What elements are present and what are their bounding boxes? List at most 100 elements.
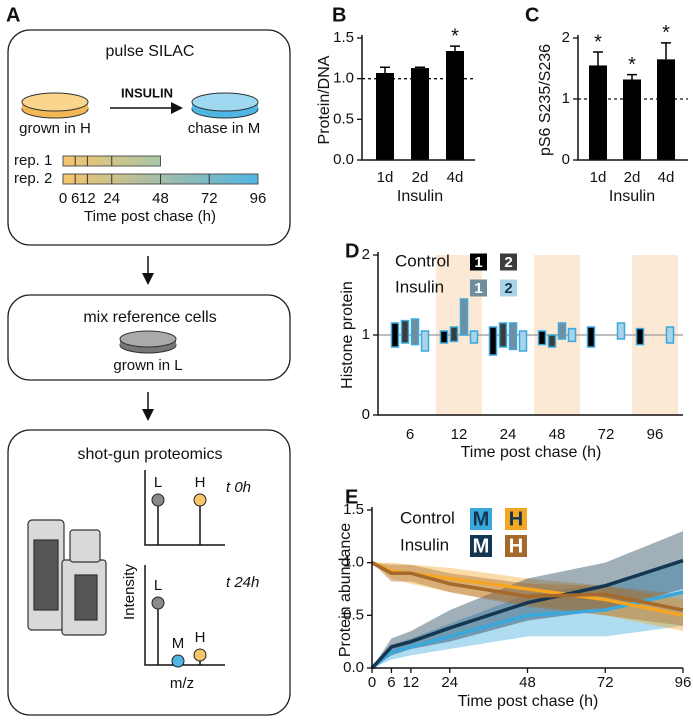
line	[371, 561, 684, 612]
y-axis-title: pS6 S235/S236	[537, 44, 554, 156]
legend-swatch	[505, 535, 527, 557]
range-box	[449, 326, 459, 343]
y-tick-label: 0	[562, 151, 570, 168]
peak-label: H	[195, 629, 206, 646]
error-bar	[627, 73, 637, 80]
y-tick-label: 1	[362, 326, 370, 343]
x-tick-label: 6	[406, 426, 414, 443]
legend-label: M	[473, 508, 490, 530]
panel-label: A	[6, 4, 20, 26]
time-label: t 0h	[226, 479, 251, 496]
legend-swatch	[470, 253, 487, 271]
x-tick-label: 2d	[412, 169, 429, 186]
range-box	[665, 326, 675, 344]
band	[372, 531, 683, 668]
instrument-icon	[27, 519, 107, 636]
tick-label: 72	[201, 190, 218, 207]
legend-label: 2	[504, 280, 512, 297]
chart-panel: B Protein/DNA Insulin 0.0 0.5 1.0 1.5 1d 2d 4d *	[316, 4, 475, 205]
line	[370, 558, 684, 670]
range-box	[469, 330, 479, 344]
rep-label: rep. 2	[14, 170, 52, 187]
range-box	[459, 298, 469, 336]
y-axis-title: Histone protein	[339, 281, 356, 389]
rep-label: rep. 1	[14, 152, 52, 169]
peak-label: H	[195, 474, 206, 491]
y-tick-label: 2	[362, 246, 370, 263]
dish-label: chase in M	[188, 120, 261, 137]
y-tick-label: 1.0	[343, 554, 364, 571]
x-axis-title: Insulin	[397, 188, 443, 205]
bar	[446, 51, 464, 160]
legend-label: 2	[504, 254, 512, 271]
legend-group: Insulin	[395, 277, 444, 296]
tick-label: 48	[152, 190, 169, 207]
legend-swatch	[470, 508, 492, 530]
x-tick-label: 96	[647, 426, 664, 443]
bar	[411, 68, 429, 160]
legend-label: 1	[474, 254, 482, 271]
legend-swatch	[500, 279, 517, 297]
annotation: *	[451, 25, 459, 47]
x-tick-label: 1d	[377, 169, 394, 186]
tick-label: 0	[59, 190, 67, 207]
y-tick-label: 0.5	[333, 110, 354, 127]
y-tick-label: 1.5	[333, 29, 354, 46]
peak-dot	[193, 648, 207, 662]
tick-label: 6	[71, 190, 79, 207]
tick-label: 24	[103, 190, 120, 207]
range-box	[635, 327, 645, 346]
x-tick-label: 4d	[658, 169, 675, 186]
legend-label: H	[509, 508, 523, 530]
x-tick-label: 96	[675, 674, 692, 691]
bar	[657, 59, 675, 160]
peak-label: M	[172, 635, 185, 652]
axes	[377, 252, 683, 416]
box-title: shot-gun proteomics	[78, 446, 223, 463]
x-axis-title: Time post chase (h)	[461, 444, 602, 461]
line	[370, 590, 684, 670]
legend-swatch	[500, 253, 517, 271]
dish	[191, 92, 259, 119]
x-tick-label: 24	[441, 674, 458, 691]
dish	[119, 330, 177, 354]
peak-label: L	[154, 577, 162, 594]
range-box	[488, 326, 498, 356]
annotation: *	[662, 22, 670, 44]
x-tick-label: 0	[368, 674, 376, 691]
annotation: *	[594, 31, 602, 53]
panel-label: B	[332, 4, 346, 26]
legend-swatch	[470, 279, 487, 297]
x-axis-title: Time post chase (h)	[458, 693, 599, 710]
legend-group: Control	[400, 508, 455, 527]
y-tick-label: 0.0	[333, 151, 354, 168]
x-tick-label: 72	[598, 426, 615, 443]
legend-group: Insulin	[400, 535, 449, 554]
y-axis-title: Protein abundance	[337, 523, 354, 657]
dish-label: grown in L	[113, 357, 182, 374]
y-tick-label: 0.0	[343, 659, 364, 676]
range-box	[508, 322, 518, 351]
peak-dot	[151, 596, 165, 610]
timeline-title: Time post chase (h)	[84, 208, 216, 225]
y-tick-label: 2	[562, 29, 570, 46]
legend-swatch	[505, 508, 527, 530]
x-tick-label: 72	[597, 674, 614, 691]
diagram: A pulse SILAC INSULIN grown in H chase i…	[6, 4, 291, 716]
error-bar	[661, 42, 671, 60]
bar	[589, 65, 607, 160]
time-label: t 24h	[226, 574, 259, 591]
range-box	[567, 327, 577, 343]
peak-dot	[171, 654, 185, 668]
axis-title: m/z	[170, 675, 194, 692]
y-tick-label: 0.5	[343, 606, 364, 623]
chart-panel: E Protein abundance Time post chase (h) 0.0…	[337, 486, 691, 710]
tick-label: 96	[250, 190, 267, 207]
range-box	[616, 322, 626, 340]
x-tick-label: 48	[519, 674, 536, 691]
